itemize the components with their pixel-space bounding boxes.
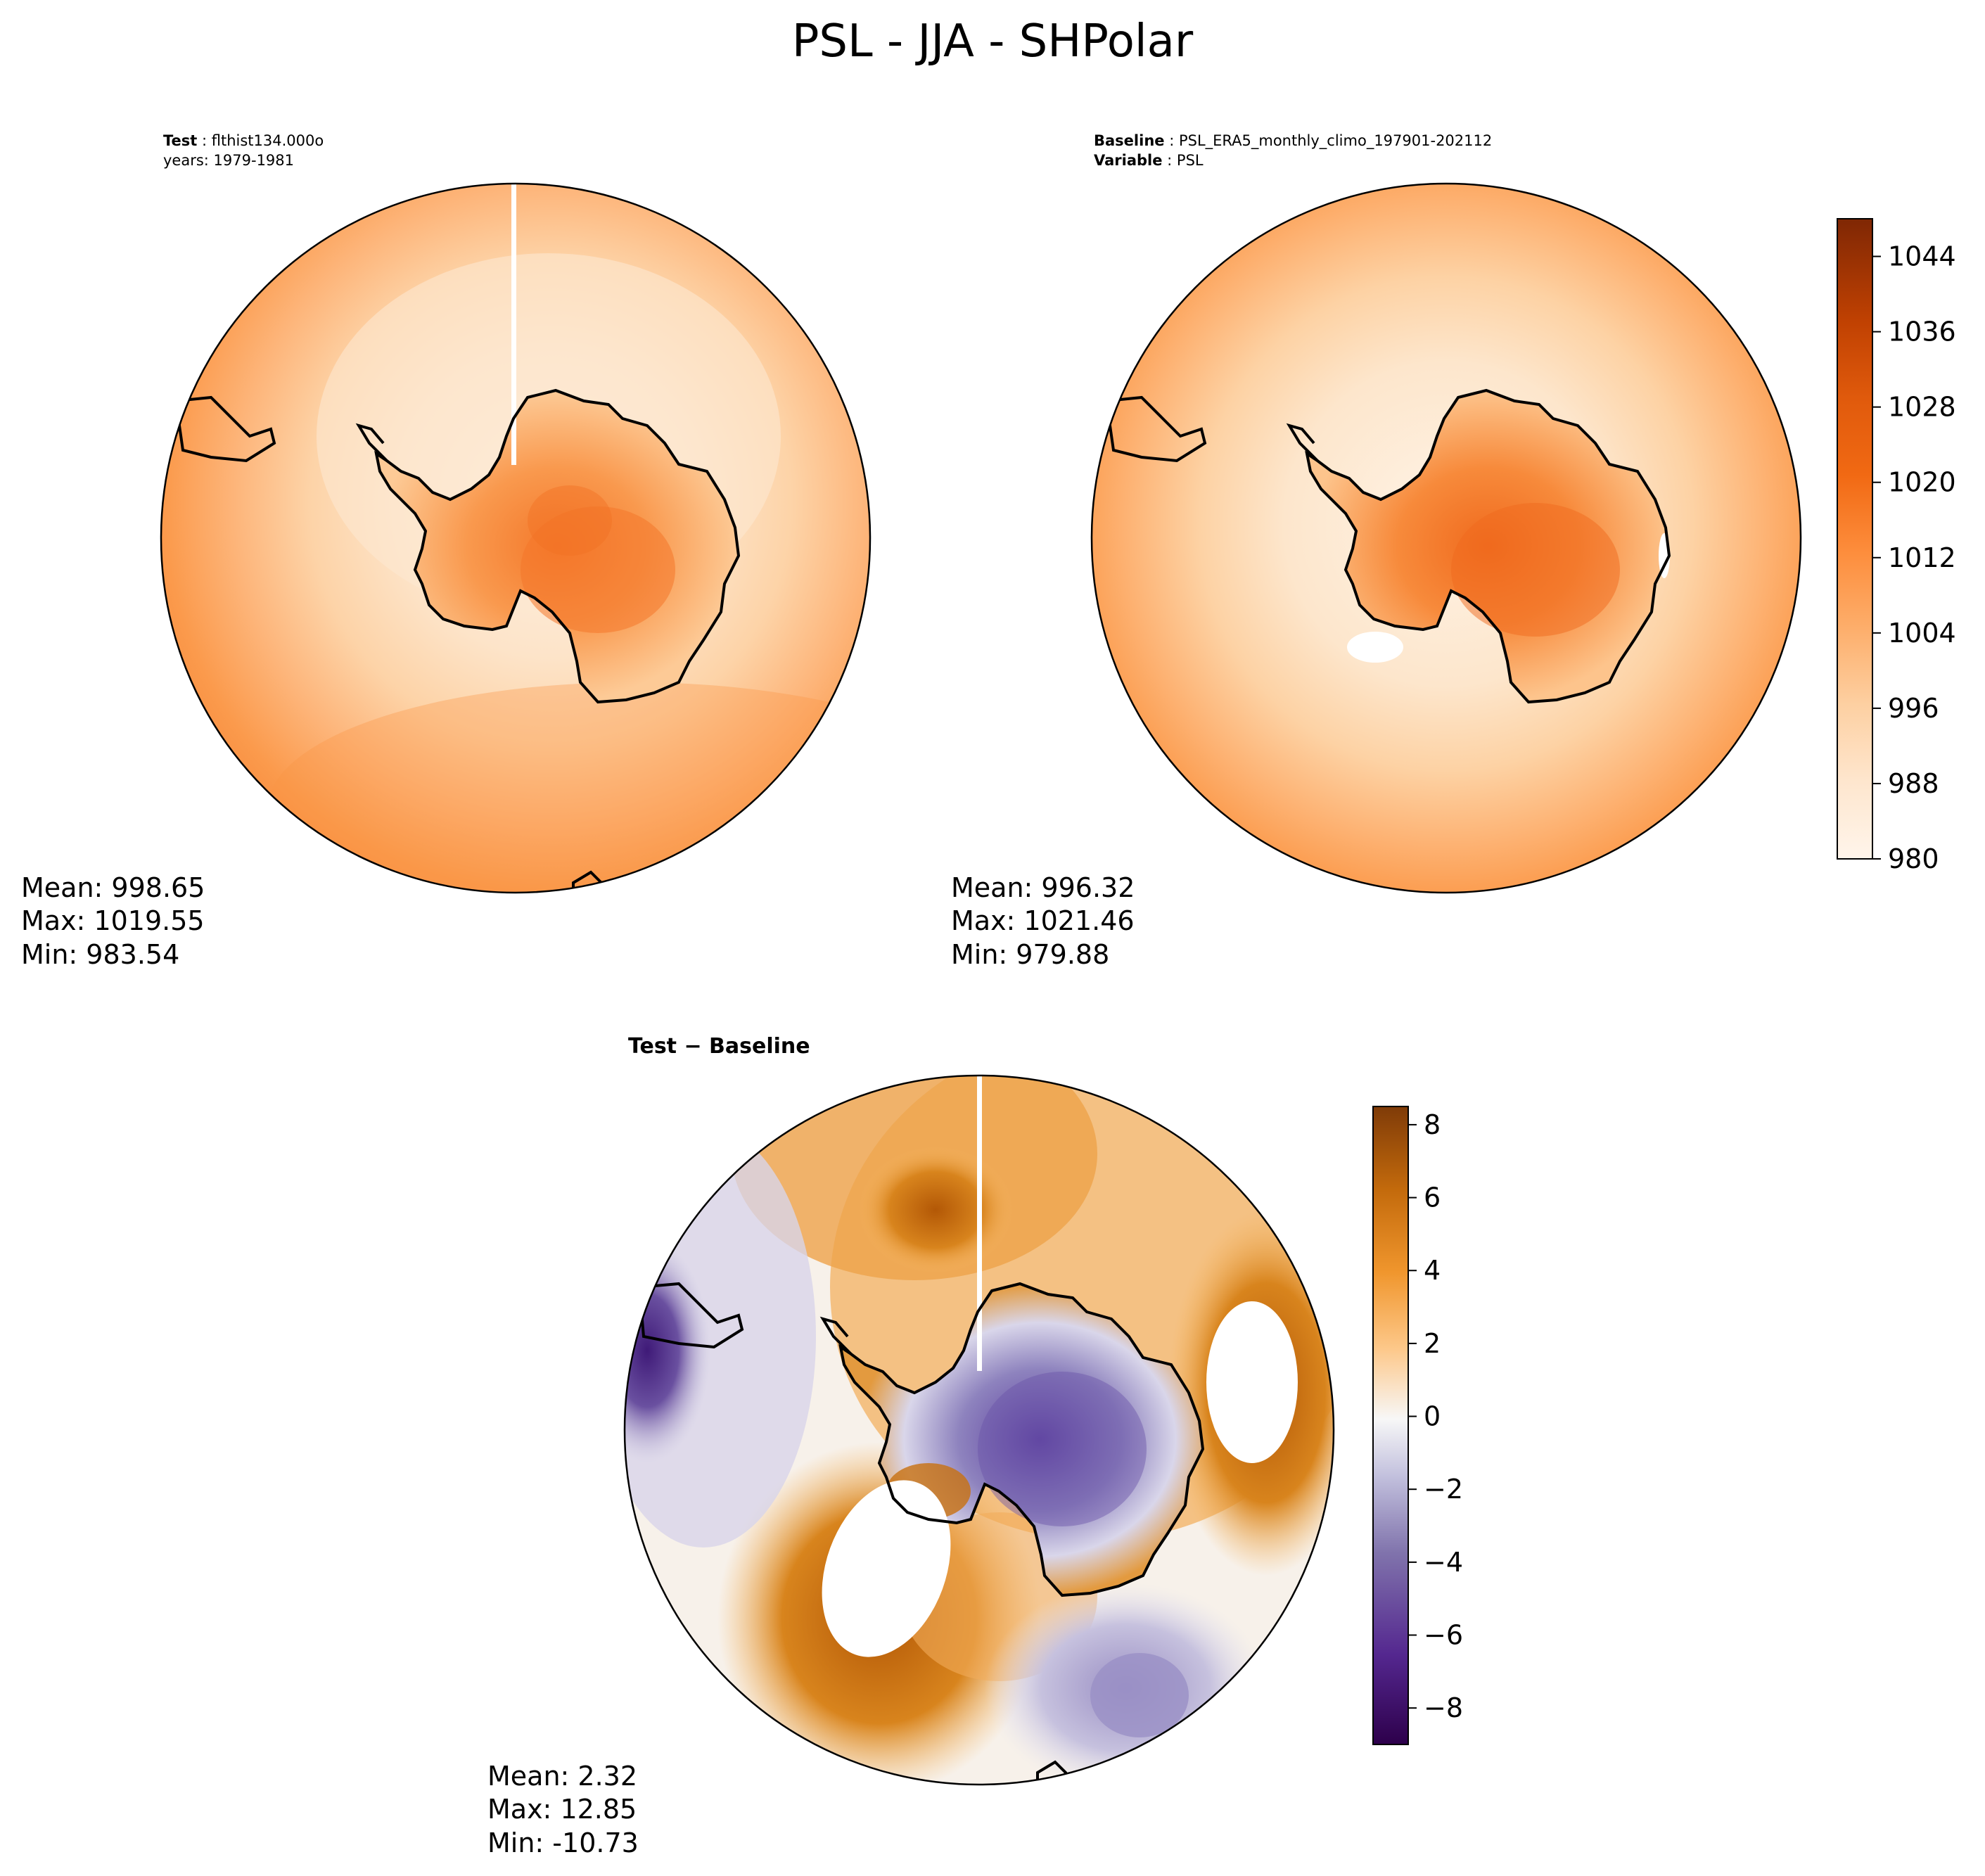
diff-map-boundary: [623, 1074, 1335, 1786]
colorbar-diff-bar: [1372, 1106, 1409, 1745]
figure-title: PSL - JJA - SHPolar: [792, 15, 1194, 68]
colorbar-psl-ticks: 980 988 996 1004 1012 1020 1028 1036 1044: [1872, 241, 1956, 874]
diff-tick-label: −8: [1424, 1692, 1463, 1723]
psl-tick-label: 988: [1888, 768, 1939, 799]
panel-diff: Test − Baseline: [487, 1034, 1335, 1858]
diff-tick-label: 6: [1424, 1182, 1441, 1213]
test-stat-mean: Mean: 998.65: [21, 872, 205, 903]
psl-tick-label: 1044: [1888, 241, 1956, 272]
diff-tick-label: 2: [1424, 1328, 1441, 1359]
diff-tick-label: 0: [1424, 1401, 1441, 1432]
diff-tick-label: −6: [1424, 1620, 1463, 1651]
baseline-label: Baseline : PSL_ERA5_monthly_climo_197901…: [1094, 132, 1492, 150]
psl-tick-label: 1020: [1888, 467, 1956, 498]
diff-south-america-coast: [637, 1282, 744, 1349]
test-label: Test : flthist134.000o: [163, 132, 324, 149]
colorbar-psl: 980 988 996 1004 1012 1020 1028 1036 1044: [1837, 218, 1956, 874]
test-map-field: [161, 184, 870, 893]
baseline-stat-max: Max: 1021.46: [951, 905, 1135, 936]
colorbar-psl-bar: [1837, 218, 1873, 860]
baseline-variable: Variable : PSL: [1094, 152, 1204, 169]
diff-stat-min: Min: -10.73: [487, 1827, 639, 1858]
diff-map-field: [625, 1076, 1334, 1785]
psl-tick-label: 1028: [1888, 392, 1956, 423]
colorbar-diff-ticks: −8 −6 −4 −2 0 2 4 6 8: [1408, 1109, 1463, 1723]
psl-tick-label: 996: [1888, 693, 1939, 724]
diff-stat-mean: Mean: 2.32: [487, 1761, 637, 1792]
colorbar-diff: −8 −6 −4 −2 0 2 4 6 8: [1372, 1106, 1463, 1745]
baseline-map-field: [1092, 184, 1801, 893]
diff-tick-label: −2: [1424, 1474, 1463, 1505]
panel-test: Test : flthist134.000o years: 1979-1981 …: [21, 132, 872, 970]
baseline-south-america-coast: [1104, 395, 1207, 463]
diff-title: Test − Baseline: [628, 1034, 810, 1059]
test-stat-min: Min: 983.54: [21, 939, 179, 970]
psl-tick-label: 1012: [1888, 542, 1956, 573]
psl-tick-label: 1004: [1888, 618, 1956, 649]
psl-tick-label: 1036: [1888, 317, 1956, 347]
psl-tick-label: 980: [1888, 843, 1939, 874]
diff-stat-max: Max: 12.85: [487, 1794, 637, 1825]
test-years: years: 1979-1981: [163, 152, 294, 169]
test-stat-max: Max: 1019.55: [21, 905, 205, 936]
test-map-boundary: [160, 182, 872, 894]
diff-tick-label: 8: [1424, 1109, 1441, 1140]
baseline-stat-min: Min: 979.88: [951, 939, 1109, 970]
diff-tick-label: −4: [1424, 1547, 1463, 1578]
panel-baseline: Baseline : PSL_ERA5_monthly_climo_197901…: [951, 132, 1802, 970]
diff-tick-label: 4: [1424, 1255, 1441, 1286]
baseline-stat-mean: Mean: 996.32: [951, 872, 1135, 903]
test-south-america-coast: [174, 395, 276, 463]
baseline-map-boundary: [1090, 182, 1802, 894]
